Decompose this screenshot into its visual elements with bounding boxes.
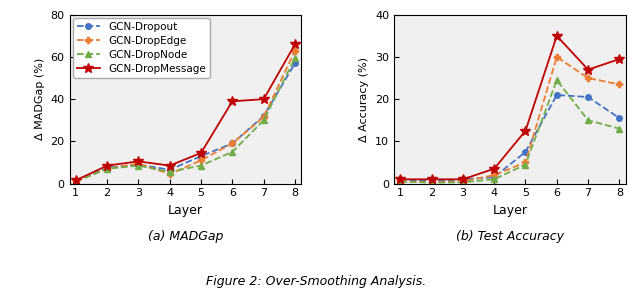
GCN-DropMessage [396,178,404,181]
GCN-DropEdge [459,180,466,183]
GCN-DropMessage [459,178,466,181]
GCN-DropNode [585,118,592,122]
GCN-DropMessage [585,68,592,71]
GCN-DropNode [166,170,174,174]
GCN-DropEdge [103,167,111,170]
GCN-Dropout [585,95,592,99]
GCN-Dropout [553,93,561,97]
GCN-DropNode [135,164,142,167]
X-axis label: Layer: Layer [492,204,527,217]
GCN-DropEdge [135,162,142,165]
Text: (a) MADGap: (a) MADGap [148,230,223,243]
GCN-DropMessage [260,97,267,101]
GCN-DropNode [260,118,267,122]
GCN-DropNode [72,180,80,183]
Text: Figure 2: Over-Smoothing Analysis.: Figure 2: Over-Smoothing Analysis. [206,275,426,288]
Line: GCN-DropNode: GCN-DropNode [72,54,298,185]
GCN-DropEdge [428,181,435,184]
GCN-DropNode [103,167,111,170]
GCN-Dropout [260,114,267,118]
GCN-DropMessage [490,167,498,170]
Line: GCN-DropMessage: GCN-DropMessage [71,39,300,185]
GCN-DropMessage [135,160,142,163]
GCN-Dropout [521,150,529,154]
GCN-Dropout [459,178,466,181]
GCN-DropEdge [229,142,236,145]
Line: GCN-Dropout: GCN-Dropout [398,92,622,184]
GCN-Dropout [291,62,299,65]
GCN-Dropout [197,154,205,158]
GCN-DropEdge [396,180,404,183]
GCN-DropEdge [260,115,267,119]
GCN-Dropout [166,168,174,172]
Legend: GCN-Dropout, GCN-DropEdge, GCN-DropNode, GCN-DropMessage: GCN-Dropout, GCN-DropEdge, GCN-DropNode,… [73,18,210,78]
Y-axis label: Δ MADGap (%): Δ MADGap (%) [35,58,45,140]
GCN-DropMessage [166,164,174,167]
GCN-DropEdge [553,55,561,59]
GCN-DropMessage [616,57,623,61]
GCN-DropMessage [291,43,299,46]
Line: GCN-DropEdge: GCN-DropEdge [397,54,623,186]
Y-axis label: Δ Accuracy (%): Δ Accuracy (%) [360,57,370,142]
GCN-DropNode [291,56,299,60]
GCN-Dropout [135,163,142,166]
GCN-DropMessage [103,164,111,167]
GCN-DropNode [428,181,435,184]
GCN-DropMessage [197,151,205,155]
GCN-Dropout [103,166,111,170]
GCN-DropNode [197,164,205,167]
GCN-DropNode [521,163,529,166]
GCN-DropEdge [197,159,205,162]
GCN-DropNode [396,180,404,183]
GCN-DropMessage [521,129,529,133]
GCN-Dropout [229,142,236,145]
Line: GCN-DropMessage: GCN-DropMessage [396,31,624,184]
GCN-Dropout [396,178,404,181]
GCN-DropEdge [291,49,299,52]
GCN-DropEdge [166,172,174,176]
GCN-Dropout [490,176,498,179]
GCN-DropEdge [490,173,498,177]
Line: GCN-Dropout: GCN-Dropout [73,60,298,184]
GCN-DropEdge [616,83,623,86]
GCN-DropNode [490,178,498,181]
GCN-DropEdge [72,180,80,183]
GCN-DropMessage [229,99,236,103]
X-axis label: Layer: Layer [168,204,203,217]
GCN-DropNode [553,78,561,82]
GCN-Dropout [72,180,80,183]
Line: GCN-DropNode: GCN-DropNode [397,77,623,186]
GCN-Dropout [616,116,623,120]
Line: GCN-DropEdge: GCN-DropEdge [72,47,298,185]
GCN-DropMessage [428,178,435,181]
GCN-DropEdge [521,161,529,164]
GCN-DropNode [229,150,236,154]
GCN-DropMessage [553,34,561,38]
GCN-Dropout [428,180,435,183]
Text: (b) Test Accuracy: (b) Test Accuracy [456,230,564,243]
GCN-DropNode [616,127,623,131]
GCN-DropMessage [72,178,80,182]
GCN-DropNode [459,181,466,184]
GCN-DropEdge [585,76,592,80]
